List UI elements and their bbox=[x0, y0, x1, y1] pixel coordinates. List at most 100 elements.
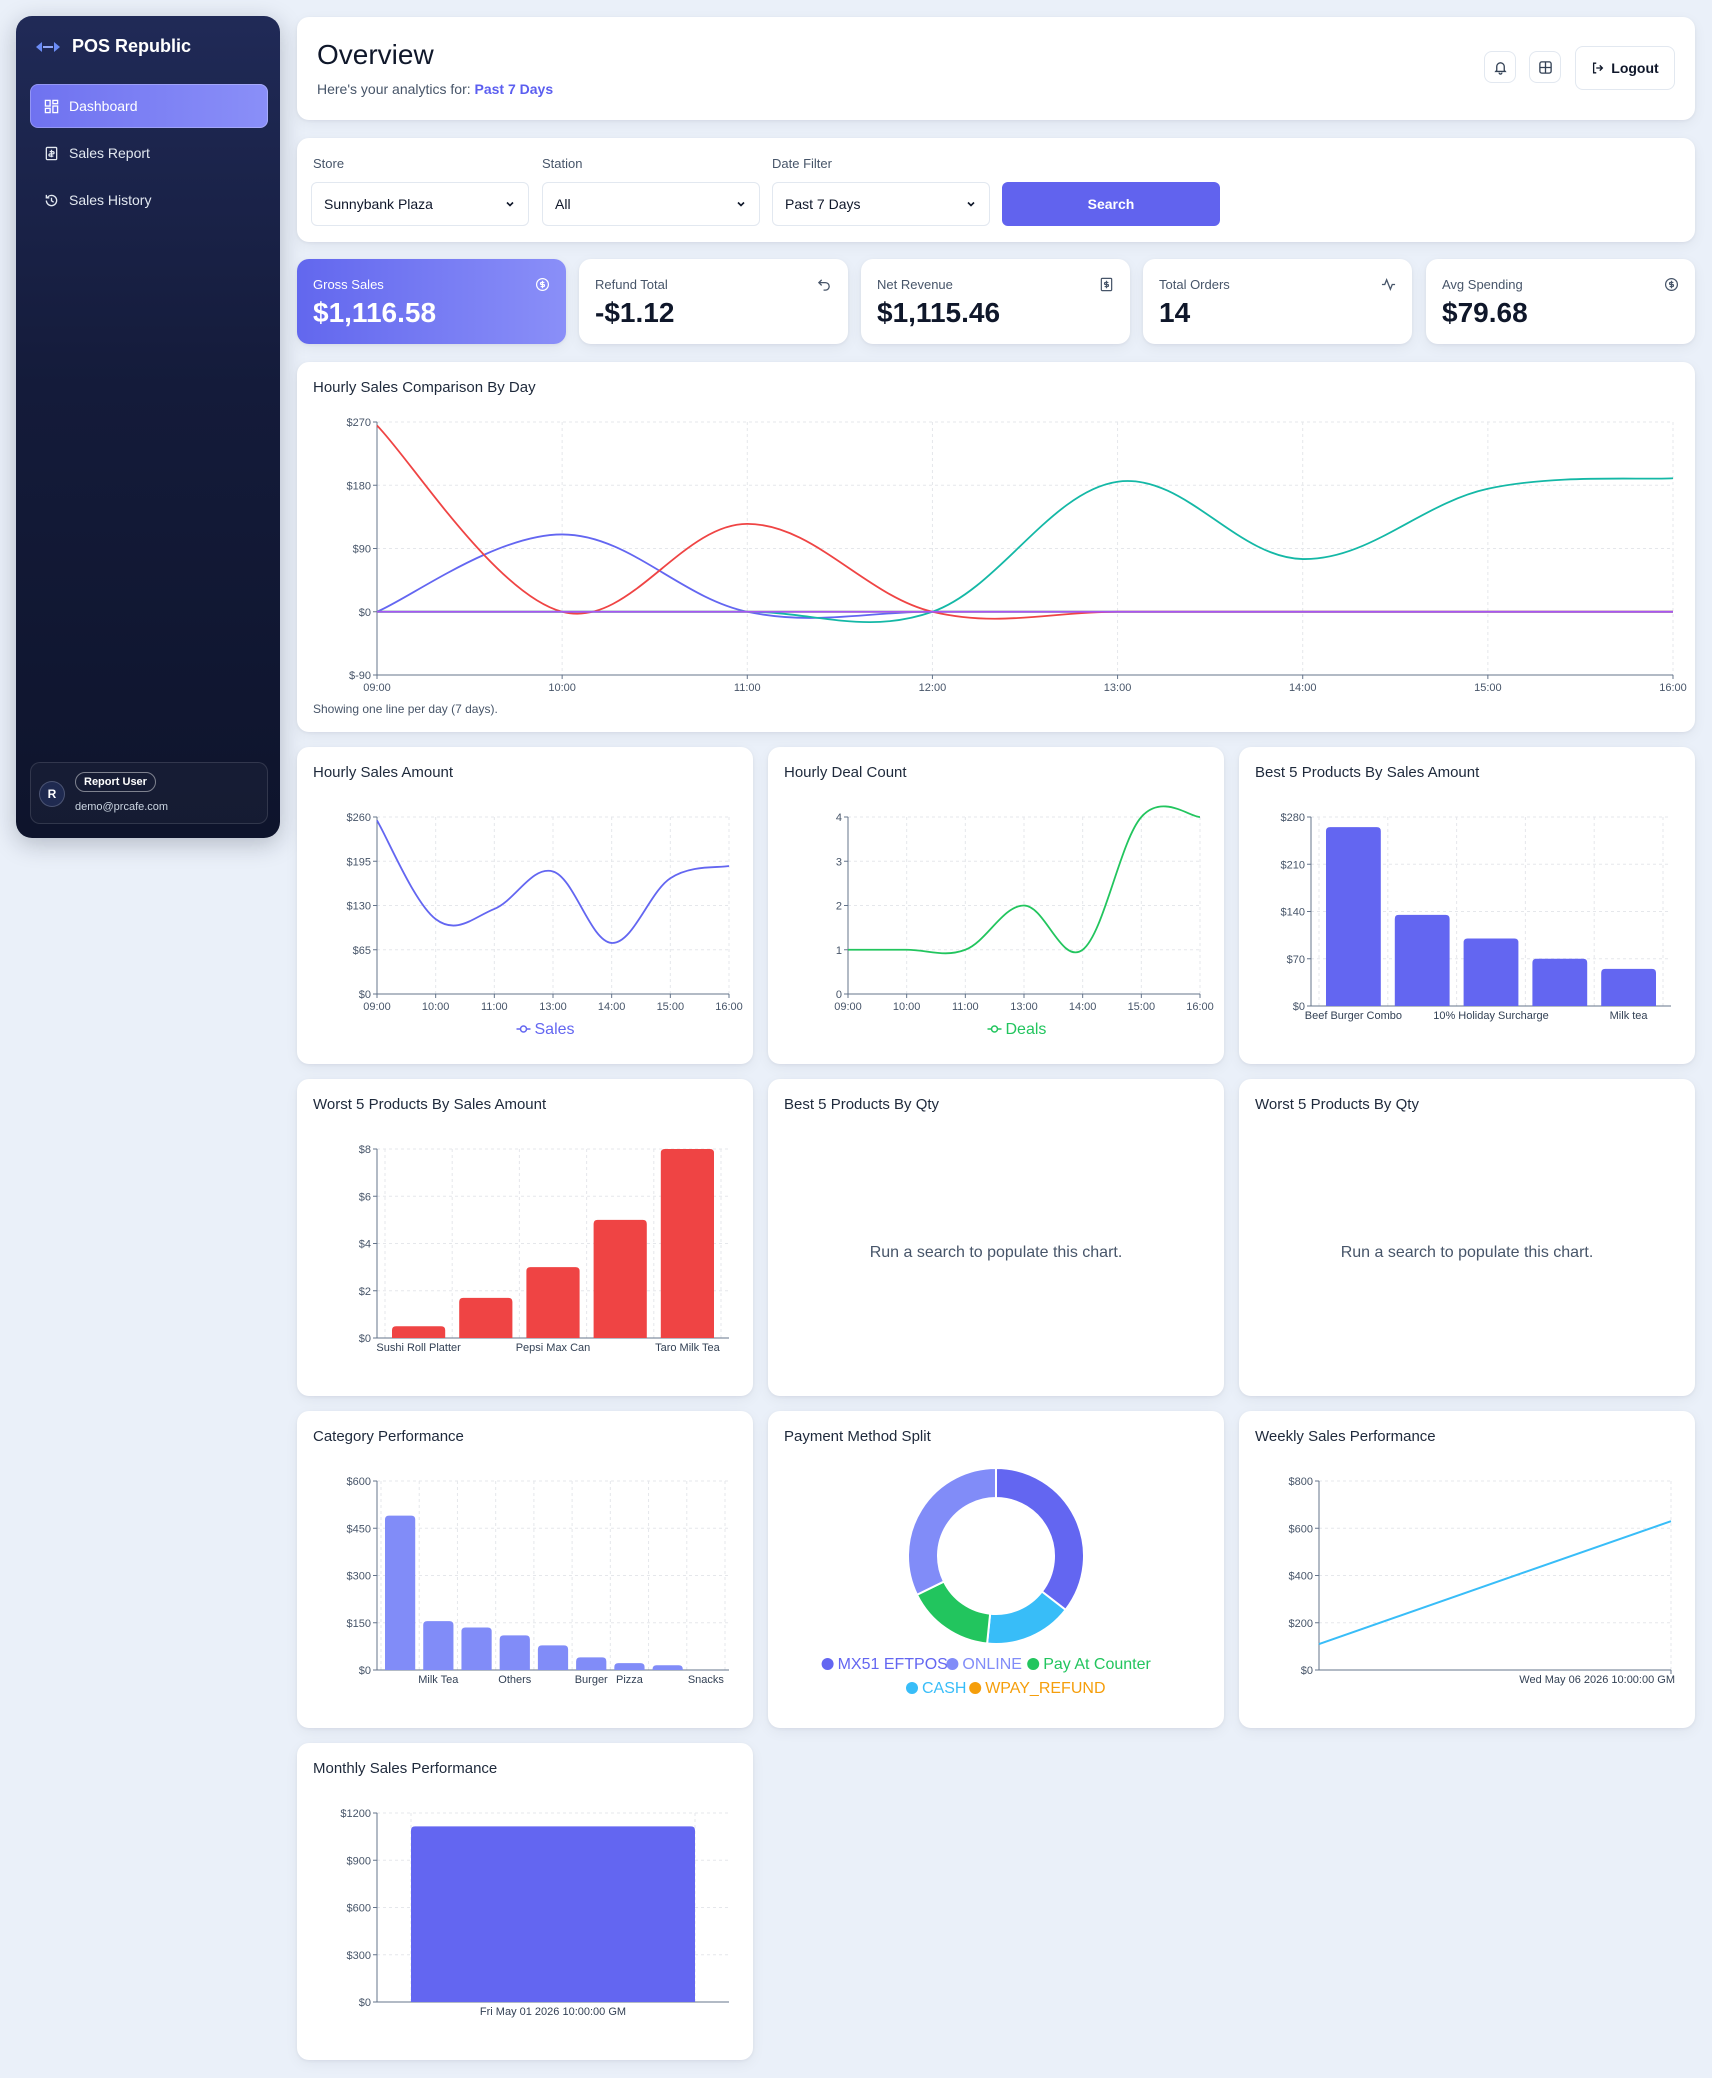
x-tick-label: 10:00 bbox=[548, 682, 576, 692]
store-select[interactable]: Sunnybank Plaza bbox=[311, 182, 529, 226]
chart-title: Category Performance bbox=[313, 1428, 464, 1445]
worst5-qty-card: Worst 5 Products By Qty Run a search to … bbox=[1239, 1079, 1695, 1396]
dollar-circle-icon bbox=[535, 277, 550, 292]
bar bbox=[1532, 958, 1588, 1006]
legend-label: MX51 EFTPOS bbox=[838, 1656, 948, 1673]
pie-slice bbox=[907, 1466, 997, 1597]
y-tick-label: $260 bbox=[347, 812, 371, 824]
dollar-circle-icon bbox=[1664, 277, 1679, 292]
brand[interactable]: POS Republic bbox=[34, 36, 191, 57]
y-tick-label: $600 bbox=[1289, 1523, 1313, 1535]
bell-icon bbox=[1493, 61, 1507, 75]
sidebar-item-sales-history[interactable]: Sales History bbox=[30, 178, 268, 222]
x-tick-label: 14:00 bbox=[1069, 1001, 1097, 1013]
station-value: All bbox=[555, 196, 571, 212]
y-tick-label: $0 bbox=[359, 607, 371, 619]
legend-marker bbox=[821, 1658, 834, 1670]
kpi-value: $1,115.46 bbox=[877, 297, 1001, 328]
sidebar: POS Republic Dashboard Sales Report Sale… bbox=[16, 16, 280, 838]
hourly-amount-chart: $0 $65 $130 $195 $260 09:00 10:00 11:00 13:00 14:… bbox=[347, 812, 743, 1038]
empty-chart-message: Run a search to populate this chart. bbox=[869, 1244, 1123, 1261]
chevron-down-icon bbox=[506, 201, 514, 207]
search-button[interactable]: Search bbox=[1002, 182, 1220, 226]
y-tick-label: $8 bbox=[359, 1144, 371, 1156]
y-tick-label: 2 bbox=[836, 901, 842, 913]
series-line bbox=[1318, 1520, 1672, 1645]
kpi-refund-total: Refund Total -$1.12 bbox=[579, 259, 848, 344]
y-tick-label: $300 bbox=[347, 1950, 371, 1962]
pie-slice bbox=[995, 1466, 1085, 1612]
chart-title: Monthly Sales Performance bbox=[313, 1760, 498, 1777]
x-tick-label: Sushi Roll Platter bbox=[376, 1342, 461, 1354]
brand-name: POS Republic bbox=[72, 36, 192, 56]
y-tick-label: $0 bbox=[359, 1665, 371, 1677]
y-tick-label: $195 bbox=[347, 856, 371, 868]
x-tick-label: 15:00 bbox=[1128, 1001, 1156, 1013]
date-filter-value: Past 7 Days bbox=[785, 196, 861, 212]
legend-marker bbox=[906, 1682, 918, 1694]
x-tick-label: 15:00 bbox=[1474, 682, 1502, 692]
y-tick-label: $800 bbox=[1289, 1476, 1313, 1488]
station-select[interactable]: All bbox=[542, 182, 760, 226]
x-tick-label: Milk tea bbox=[1610, 1010, 1649, 1022]
kpi-value: $1,116.58 bbox=[313, 297, 437, 328]
x-tick-label: 14:00 bbox=[598, 1001, 626, 1013]
layout-button[interactable] bbox=[1529, 51, 1561, 83]
kpi-value: -$1.12 bbox=[595, 297, 675, 328]
chart-title: Worst 5 Products By Qty bbox=[1255, 1096, 1419, 1113]
x-tick-label: Snacks bbox=[688, 1674, 725, 1686]
kpi-gross-sales: Gross Sales $1,116.58 bbox=[297, 259, 566, 344]
history-icon bbox=[45, 194, 58, 206]
kpi-avg-spending: Avg Spending $79.68 bbox=[1426, 259, 1695, 344]
kpi-value: $79.68 bbox=[1442, 297, 1528, 328]
x-tick-label: 10:00 bbox=[422, 1001, 450, 1013]
logout-button[interactable]: Logout bbox=[1575, 46, 1675, 90]
payment-split-card: Payment Method Split MX51 EFTPOS ONLINE Pa… bbox=[768, 1411, 1224, 1728]
bar bbox=[1463, 938, 1519, 1006]
user-card[interactable]: R Report User demo@prcafe.com bbox=[30, 762, 268, 824]
bar bbox=[1601, 968, 1656, 1006]
chart-title: Hourly Sales Comparison By Day bbox=[313, 379, 536, 396]
y-tick-label: 4 bbox=[836, 812, 842, 824]
y-tick-label: $-90 bbox=[349, 670, 371, 682]
legend-label: Sales bbox=[535, 1021, 575, 1038]
series-line bbox=[377, 477, 1674, 624]
receipt-icon bbox=[1100, 277, 1113, 292]
legend-marker bbox=[519, 1025, 528, 1033]
x-tick-label: Wed May 06 2026 10:00:00 GM bbox=[1519, 1674, 1675, 1686]
legend-marker bbox=[990, 1025, 999, 1033]
bar bbox=[423, 1621, 454, 1670]
undo-icon bbox=[817, 279, 830, 291]
monthly-performance-card: Monthly Sales Performance $0 $300 $600 $900… bbox=[297, 1743, 753, 2060]
kpi-total-orders: Total Orders 14 bbox=[1143, 259, 1412, 344]
best5-amount-chart: $0 $70 $140 $210 $280 Beef Burger Combo 10% Ho… bbox=[1281, 812, 1671, 1022]
y-tick-label: $270 bbox=[347, 417, 371, 429]
x-tick-label: 09:00 bbox=[363, 682, 391, 692]
sidebar-item-sales-report[interactable]: Sales Report bbox=[30, 131, 268, 175]
y-tick-label: $0 bbox=[359, 989, 371, 1001]
series-line bbox=[376, 533, 1673, 619]
hourly-deals-card: Hourly Deal Count 0 1 2 3 4 09:00 10:00 11:00 13… bbox=[768, 747, 1224, 1064]
brand-logo-icon bbox=[36, 41, 60, 52]
empty-chart-message: Run a search to populate this chart. bbox=[1340, 1244, 1594, 1261]
x-tick-label: 11:00 bbox=[952, 1001, 979, 1013]
kpi-label: Avg Spending bbox=[1442, 277, 1523, 292]
payment-split-chart: MX51 EFTPOS ONLINE Pay At Counter CASH WPAY_… bbox=[821, 1466, 1151, 1697]
x-tick-label: Taro Milk Tea bbox=[655, 1342, 720, 1354]
category-performance-chart: $0 $150 $300 $450 $600 Milk Tea Others Burger Pi… bbox=[347, 1476, 729, 1686]
sidebar-item-label: Dashboard bbox=[69, 98, 138, 114]
y-tick-label: $140 bbox=[1281, 907, 1305, 919]
y-tick-label: $0 bbox=[1301, 1665, 1313, 1677]
user-email: demo@prcafe.com bbox=[75, 801, 169, 813]
sidebar-item-dashboard[interactable]: Dashboard bbox=[30, 84, 268, 128]
chart-title: Weekly Sales Performance bbox=[1255, 1428, 1436, 1445]
date-filter-select[interactable]: Past 7 Days bbox=[772, 182, 990, 226]
pie-slice bbox=[915, 1580, 992, 1645]
chart-footnote: Showing one line per day (7 days). bbox=[313, 702, 498, 716]
notifications-button[interactable] bbox=[1484, 51, 1516, 83]
y-tick-label: $90 bbox=[353, 544, 371, 556]
kpi-label: Total Orders bbox=[1159, 277, 1230, 292]
kpi-label: Gross Sales bbox=[313, 277, 384, 292]
series-line bbox=[376, 424, 1673, 620]
bar bbox=[660, 1149, 714, 1338]
